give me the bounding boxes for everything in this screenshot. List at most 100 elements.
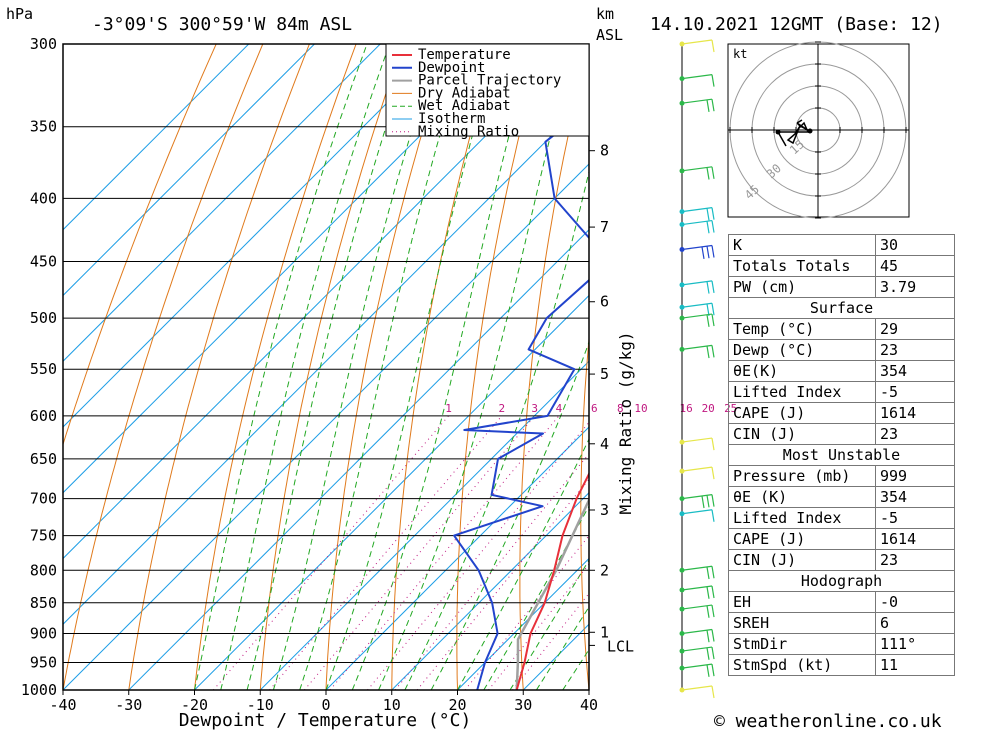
pressure-tick-label: 950 xyxy=(30,653,57,671)
copyright: © weatheronline.co.uk xyxy=(714,711,942,732)
mixing-ratio-labels: 1 2 3 4 6 8 10 16 20 25 xyxy=(445,402,737,415)
wet-adiabat-line xyxy=(404,169,589,690)
mixing-ratio-label: 6 xyxy=(591,402,598,415)
index-label: CAPE (J) xyxy=(728,402,876,424)
wind-barb-flag xyxy=(706,630,710,643)
km-tick-label: 4 xyxy=(600,435,609,453)
wind-barb-shaft xyxy=(681,98,713,104)
mixing-ratio-label: 4 xyxy=(556,402,563,415)
wet-adiabat-line xyxy=(220,44,391,690)
index-row: Dewp (°C) 23 xyxy=(728,339,955,361)
index-value: 29 xyxy=(875,318,955,340)
wind-barb-flag xyxy=(711,467,715,480)
mixing-ratio-line xyxy=(367,421,589,690)
mixing-ratio-line xyxy=(213,415,449,690)
wind-barb-shaft xyxy=(681,585,713,591)
index-label: Lifted Index xyxy=(728,507,876,529)
wet-adiabat-line xyxy=(194,44,368,690)
km-tick-label: 6 xyxy=(600,293,609,311)
index-row: StmSpd (kt) 11 xyxy=(728,654,955,676)
wind-barb-shaft xyxy=(681,219,713,226)
index-label: Pressure (mb) xyxy=(728,465,876,487)
pressure-tick-label: 750 xyxy=(30,527,57,545)
wind-barb-shaft xyxy=(681,207,713,213)
mixing-ratio-label: 8 xyxy=(617,402,624,415)
wind-barb-flag xyxy=(706,221,710,234)
isotherm-line xyxy=(63,163,589,690)
index-row: Lifted Index -5 xyxy=(728,507,955,529)
wind-barb-flag xyxy=(706,246,710,259)
wind-barb-shaft xyxy=(681,244,713,251)
index-value: 1614 xyxy=(875,528,955,550)
dry-adiabat-line xyxy=(63,44,264,690)
index-section-title: Surface xyxy=(728,297,955,319)
dry-adiabat-line xyxy=(640,44,683,690)
datetime-title: 14.10.2021 12GMT (Base: 12) xyxy=(650,14,943,35)
wind-barb-shaft xyxy=(681,663,713,669)
wind-barb-flag xyxy=(706,99,710,113)
index-label: CIN (J) xyxy=(728,423,876,445)
dry-adiabat-line xyxy=(194,44,357,690)
index-value: 45 xyxy=(875,255,955,277)
wind-barb-flag xyxy=(706,495,710,508)
wind-barb-shaft xyxy=(681,646,713,652)
index-value: 23 xyxy=(875,549,955,571)
x-tick-label: 10 xyxy=(383,696,401,714)
storm-motion-arrow xyxy=(796,119,807,130)
dry-adiabat-line xyxy=(325,44,450,690)
index-value: 23 xyxy=(875,339,955,361)
index-value: -5 xyxy=(875,507,955,529)
index-row: θE(K) 354 xyxy=(728,360,955,382)
index-value: 23 xyxy=(875,423,955,445)
index-row: θE (K) 354 xyxy=(728,486,955,508)
isotherm-line xyxy=(457,557,589,690)
index-row: CIN (J) 23 xyxy=(728,423,955,445)
wet-adiabat-line xyxy=(299,44,468,690)
mixing-ratio-label: 20 xyxy=(702,402,715,415)
wind-barb-shaft xyxy=(681,166,713,172)
index-value: -0 xyxy=(875,591,955,613)
hodograph: kt 15 30 45 xyxy=(727,41,910,219)
wind-barb-shaft xyxy=(681,302,713,308)
pressure-tick-label: 850 xyxy=(30,594,57,612)
index-row: PW (cm) 3.79 xyxy=(728,276,955,298)
index-value: 11 xyxy=(875,654,955,676)
hpa-label: hPa xyxy=(6,5,33,23)
mixing-ratio-axis-label: Mixing Ratio (g/kg) xyxy=(616,331,635,514)
wind-barb-flag xyxy=(711,604,715,618)
hodograph-unit-label: kt xyxy=(733,47,747,61)
pressure-tick-label: 350 xyxy=(30,118,57,136)
legend-label: Mixing Ratio xyxy=(418,124,519,140)
km-tick-label: 2 xyxy=(600,561,609,579)
index-label: SREH xyxy=(728,612,876,634)
mixing-ratio-label: 10 xyxy=(634,402,647,415)
wind-barb-flag xyxy=(711,313,715,327)
dry-adiabat-line xyxy=(456,44,543,690)
wind-barb-flag xyxy=(711,646,715,660)
index-row: Totals Totals 45 xyxy=(728,255,955,277)
index-label: K xyxy=(728,234,876,256)
index-label: Temp (°C) xyxy=(728,318,876,340)
index-label: Dewp (°C) xyxy=(728,339,876,361)
wind-barb-flag xyxy=(706,314,710,327)
x-axis-label: Dewpoint / Temperature (°C) xyxy=(179,710,472,731)
isotherm-line xyxy=(325,426,589,690)
wind-barb-flag xyxy=(711,39,715,53)
index-label: CIN (J) xyxy=(728,549,876,571)
temperature-axis: -40 -30 -20 -10 0 10 20 30 40 xyxy=(49,690,598,714)
wind-barb-shaft xyxy=(681,39,713,45)
index-row: CAPE (J) 1614 xyxy=(728,402,955,424)
index-value: 6 xyxy=(875,612,955,634)
wet-adiabat-line xyxy=(351,44,535,690)
wind-barb-flag xyxy=(711,280,715,293)
asl-label: ASL xyxy=(596,26,623,44)
index-label: PW (cm) xyxy=(728,276,876,298)
wind-barb-flag xyxy=(701,495,705,509)
dewpoint-line xyxy=(453,106,589,690)
pressure-tick-label: 550 xyxy=(30,360,57,378)
pressure-tick-label: 900 xyxy=(30,624,57,642)
mixing-ratio-line xyxy=(269,415,503,690)
index-value: 999 xyxy=(875,465,955,487)
index-row: StmDir 111° xyxy=(728,633,955,655)
